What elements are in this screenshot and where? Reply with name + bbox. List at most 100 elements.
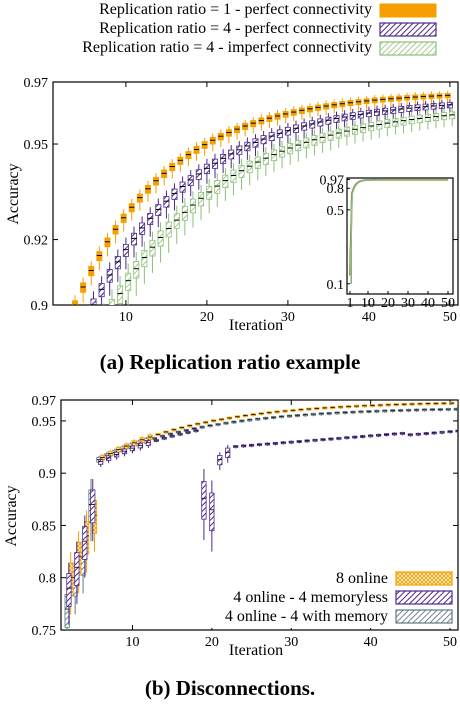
- a-box-group: [72, 90, 456, 333]
- a-box: [187, 175, 194, 186]
- inset-ytick-label: 0.97: [320, 173, 345, 188]
- a-box: [112, 225, 119, 235]
- b-xtick-label: 30: [284, 635, 298, 650]
- b-ytick-label: 0.75: [32, 624, 57, 639]
- chart-a-xlabel: Iteration: [229, 317, 283, 334]
- a-box: [368, 121, 375, 132]
- a-box: [133, 261, 140, 279]
- a-box: [228, 149, 235, 160]
- chart-a-inset-axes: 1 10 20 30 40 50 0.1 0.5 0.80.97: [320, 173, 456, 311]
- b-ytick-label: 0.9: [39, 467, 57, 482]
- a-box: [254, 156, 261, 169]
- a-box: [236, 145, 243, 156]
- chart-a-inset: 1 10 20 30 40 50 0.1 0.5 0.80.97: [320, 173, 456, 311]
- chart-b: 10 20 30 40 50 0.75 0.8 0.85 0.9 0.95 0.97 8 onlin…: [3, 394, 459, 659]
- a-box: [198, 192, 205, 207]
- chart-a-legend: Replication ratio = 1 - perfect connecti…: [82, 1, 437, 56]
- legend-swatch-a-2: [379, 41, 437, 56]
- a-box: [108, 299, 115, 305]
- legend-label-a-1: Replication ratio = 4 - perfect connecti…: [99, 20, 372, 37]
- a-box: [120, 213, 127, 223]
- a-box: [149, 239, 156, 257]
- a-box: [117, 285, 124, 304]
- a-box: [260, 135, 267, 145]
- a-box: [147, 213, 154, 226]
- a-box: [238, 165, 245, 178]
- chart-b-ylabel: Accuracy: [3, 485, 20, 546]
- b-xtick-label: 20: [205, 635, 219, 650]
- a-box: [72, 300, 79, 305]
- a-box: [268, 132, 275, 142]
- b-box: [74, 552, 80, 586]
- chart-b-boxes: [64, 401, 458, 630]
- a-box: [220, 153, 227, 164]
- chart-a: Replication ratio = 1 - perfect connecti…: [5, 1, 459, 334]
- caption-a: (a) Replication ratio example: [99, 350, 361, 374]
- a-box: [181, 205, 188, 221]
- a-box: [252, 138, 259, 148]
- inset-curve: [349, 179, 449, 276]
- chart-b-axes: 10 20 30 40 50 0.75 0.8 0.85 0.9 0.95 0.97: [32, 394, 458, 650]
- chart-b-plot-frame: [60, 399, 459, 631]
- a-box: [327, 130, 334, 141]
- a-box: [319, 132, 326, 144]
- chart-a-boxes: [72, 90, 456, 333]
- chart-a-inset-frame: [346, 177, 454, 295]
- a-box: [376, 120, 383, 130]
- b-box: [90, 489, 96, 524]
- a-box: [136, 193, 143, 203]
- inset-xtick-label: 30: [401, 296, 415, 311]
- b-xtick-label: 10: [125, 635, 139, 650]
- a-box: [311, 135, 318, 146]
- b-xtick-label: 50: [443, 635, 457, 650]
- a-xtick-label: 10: [119, 310, 133, 325]
- a-box: [163, 196, 170, 208]
- a-xtick-label: 50: [443, 310, 457, 325]
- a-box: [165, 221, 172, 238]
- a-box: [230, 169, 237, 183]
- caption-b: (b) Disconnections.: [144, 676, 316, 700]
- legend-label-a-2: Replication ratio = 4 - imperfect connec…: [82, 39, 372, 56]
- a-box: [88, 266, 95, 277]
- chart-b-xlabel: Iteration: [229, 642, 283, 659]
- a-box: [139, 222, 146, 235]
- inset-ytick-label: 0.8: [327, 182, 345, 197]
- a-box: [222, 174, 229, 189]
- legend-swatch-b-2: [395, 609, 453, 624]
- b-box: [225, 447, 231, 458]
- b-ytick-label: 0.97: [32, 394, 57, 409]
- b-ytick-label: 0.95: [32, 415, 57, 430]
- a-box: [128, 203, 135, 213]
- a-box: [98, 283, 105, 298]
- a-box: [279, 146, 286, 158]
- a-box: [211, 158, 218, 169]
- a-box: [343, 126, 350, 137]
- a-box: [335, 128, 342, 139]
- inset-xtick-label: 10: [361, 296, 375, 311]
- inset-xtick-label: 50: [441, 296, 455, 311]
- a-ytick-label: 0.9: [31, 299, 49, 314]
- inset-xtick-label: 1: [347, 296, 354, 311]
- a-box: [246, 160, 253, 174]
- b-box: [209, 492, 215, 532]
- b-ytick-label: 0.8: [39, 572, 57, 587]
- legend-swatch-b-0: [395, 571, 453, 586]
- a-xtick-label: 40: [362, 310, 376, 325]
- a-box: [101, 314, 106, 333]
- chart-a-inset-curves: [349, 178, 449, 284]
- b-box-group: [64, 401, 458, 630]
- a-ytick-label: 0.92: [24, 234, 49, 249]
- a-box: [360, 123, 367, 133]
- legend-label-b-0: 8 online: [336, 570, 388, 587]
- a-box: [125, 272, 132, 291]
- b-box: [217, 455, 223, 466]
- a-box: [270, 149, 277, 162]
- a-box: [114, 256, 121, 270]
- inset-ytick-label: 0.1: [327, 278, 345, 293]
- a-box: [83, 316, 88, 330]
- a-xtick-label: 30: [281, 310, 295, 325]
- a-box: [90, 298, 97, 305]
- a-box: [80, 282, 87, 293]
- a-box: [295, 140, 302, 152]
